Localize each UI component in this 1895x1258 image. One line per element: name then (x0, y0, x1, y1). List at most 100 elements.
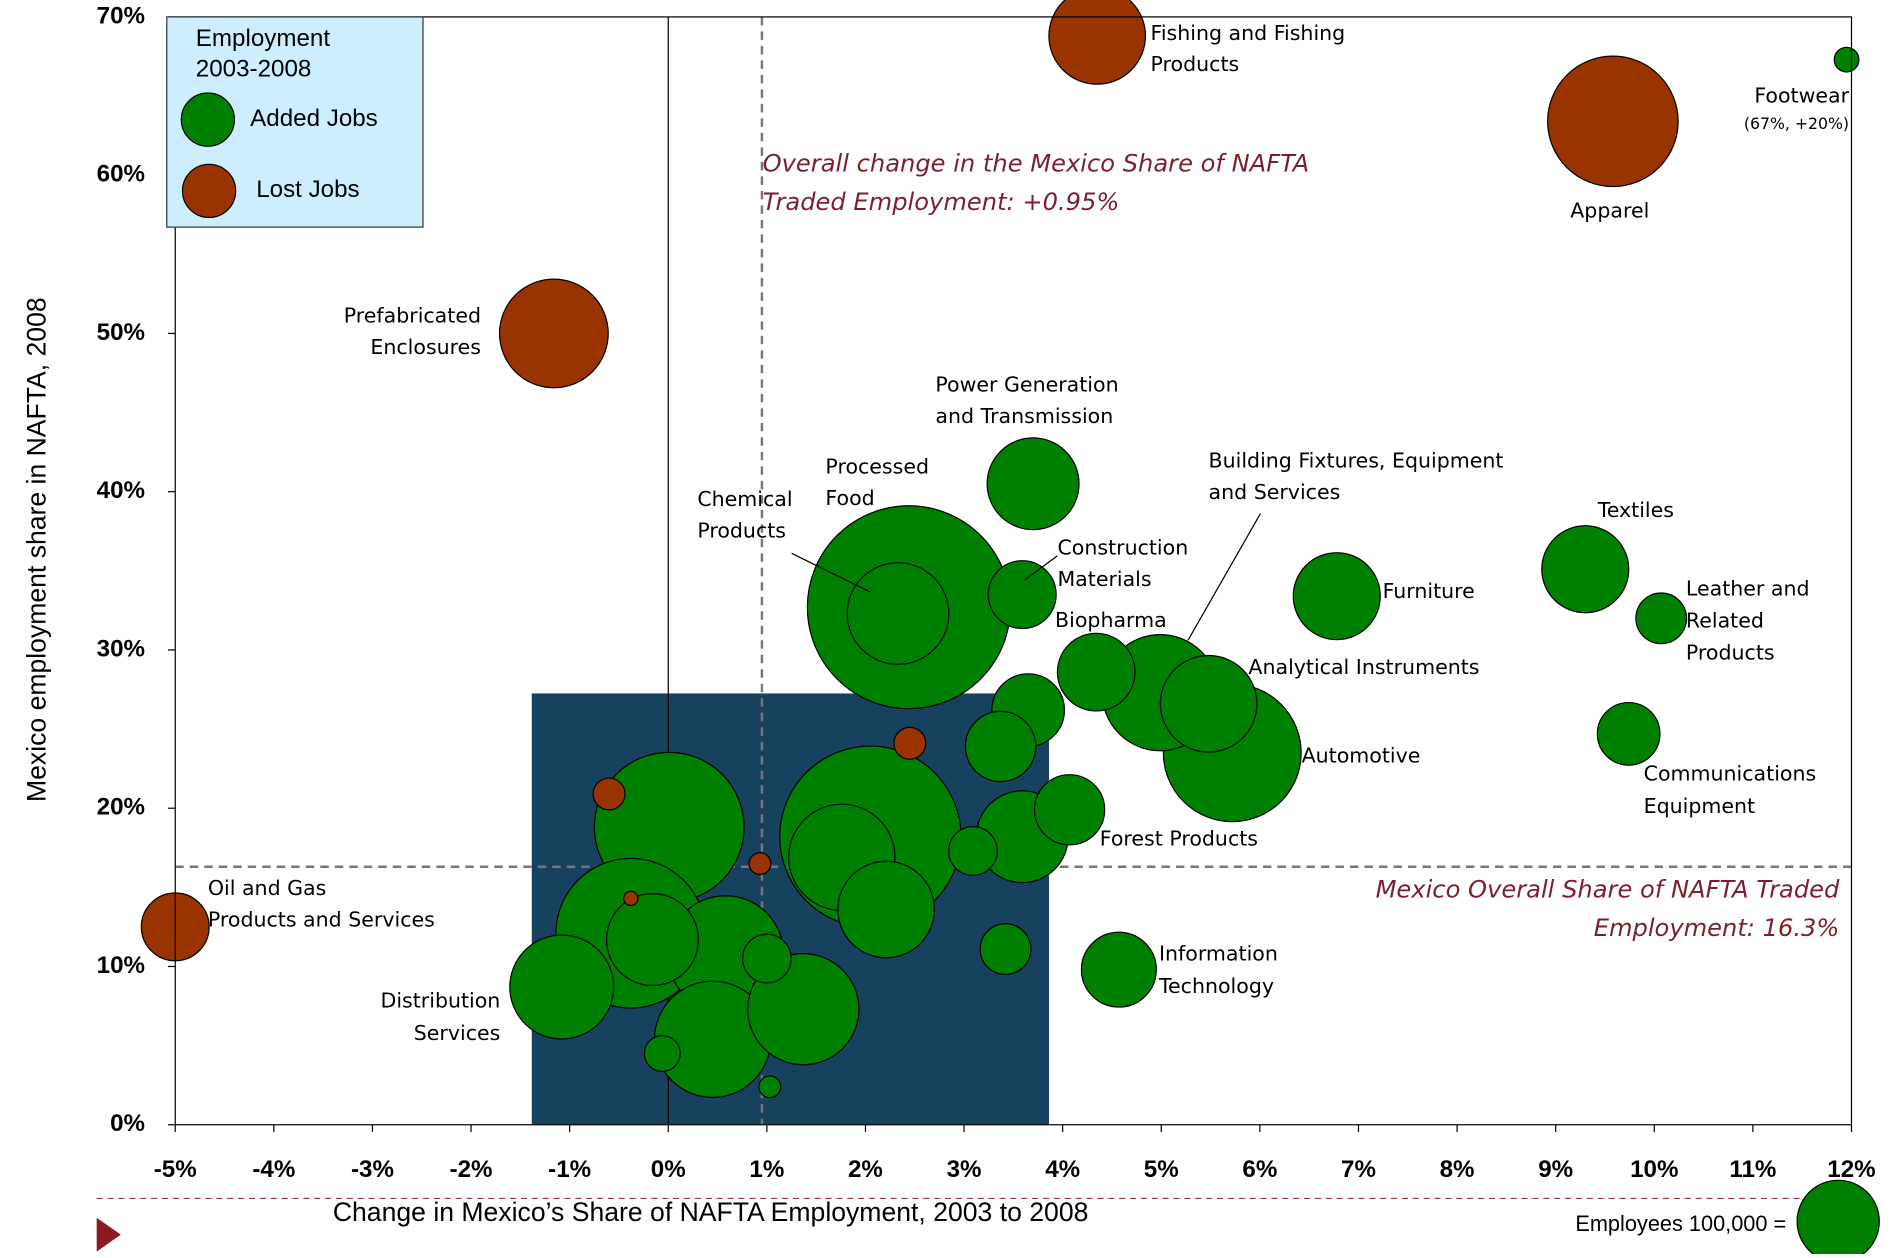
bubble-label: and Services (1209, 480, 1341, 504)
bubble (1833, 46, 1860, 73)
y-axis-title: Mexico employment share in NAFTA, 2008 (22, 297, 52, 802)
bubble (741, 933, 792, 984)
y-tick-label: 10% (97, 952, 145, 979)
bubble (1635, 592, 1688, 645)
bubble-label: Communications (1644, 761, 1817, 785)
bubble-label: Processed (825, 455, 929, 479)
y-tick-label: 20% (97, 794, 145, 821)
plot-frame (174, 16, 1853, 1126)
bubble (758, 1075, 782, 1099)
bubble-label: Textiles (1597, 498, 1674, 522)
annotation: Overall change in the Mexico Share of NA… (763, 149, 1310, 177)
bubble (605, 893, 700, 987)
bubble-label: Distribution (381, 989, 501, 1013)
legend: Employment 2003-2008 Added Jobs Lost Job… (166, 16, 424, 228)
x-tick-label: 12% (1827, 1156, 1875, 1183)
x-tick-label: 7% (1341, 1156, 1376, 1183)
bubble (893, 726, 927, 760)
bubble (1547, 55, 1679, 188)
bubble (592, 777, 626, 811)
bubble-label: Apparel (1570, 198, 1649, 222)
leader-line (1187, 513, 1262, 641)
x-tick-label: 2% (848, 1156, 883, 1183)
y-tick-label: 30% (97, 635, 145, 662)
bubble-label: Biopharma (1055, 608, 1167, 632)
bubble (964, 710, 1037, 783)
x-tick-label: 8% (1440, 1156, 1475, 1183)
x-tick-label: 0% (651, 1156, 686, 1183)
bubble (748, 852, 772, 876)
bubble (509, 934, 615, 1040)
legend-swatch (181, 163, 237, 219)
bubble-label: Analytical Instruments (1248, 655, 1479, 679)
bubble-label: (67%, +20%) (1744, 114, 1849, 133)
y-tick-label: 50% (97, 319, 145, 346)
x-tick-label: 11% (1729, 1156, 1776, 1183)
bubble-label: Leather and (1686, 577, 1810, 601)
legend-label: Lost Jobs (256, 176, 359, 203)
size-legend-label: Employees 100,000 = (1575, 1211, 1786, 1236)
bubble-label: Furniture (1383, 579, 1475, 603)
bubble-label: Products (1151, 52, 1240, 76)
x-tick-label: 5% (1144, 1156, 1179, 1183)
bubble-label: Construction (1057, 535, 1188, 559)
bubble (986, 437, 1080, 531)
bubble-label: Enclosures (370, 335, 481, 359)
bubble-label: Food (825, 486, 874, 510)
x-tick-label: 9% (1538, 1156, 1573, 1183)
bubble (1033, 774, 1106, 846)
bubble-label: Footwear (1754, 84, 1849, 108)
x-tick-label: 1% (749, 1156, 784, 1183)
bubble-label: Products (697, 519, 786, 543)
bubble-label: Materials (1057, 567, 1151, 591)
bubble-label: Products (1686, 641, 1775, 665)
bubble-label: Automotive (1302, 743, 1421, 767)
legend-label: Added Jobs (250, 105, 378, 132)
bubble-label: Building Fixtures, Equipment (1209, 448, 1504, 472)
legend-title: 2003-2008 (196, 55, 312, 82)
bubble-label: Forest Products (1100, 827, 1258, 851)
size-legend-bubble (1796, 1179, 1880, 1258)
leader-line (791, 552, 871, 593)
annotation: Employment: 16.3% (1594, 914, 1840, 942)
bubble-label: Products and Services (208, 908, 435, 932)
bubble-label: Oil and Gas (208, 876, 326, 900)
x-tick-label: 6% (1242, 1156, 1277, 1183)
bubble-label: Equipment (1644, 794, 1755, 818)
bubble-label: Related (1686, 609, 1764, 633)
y-tick-label: 60% (97, 161, 145, 188)
x-tick-label: -2% (450, 1156, 493, 1183)
bubble (1056, 632, 1136, 712)
x-tick-label: -1% (548, 1156, 591, 1183)
bubble-label: Information (1159, 941, 1278, 965)
bubble (846, 562, 950, 665)
bubble (1541, 525, 1630, 614)
bubble-label: Prefabricated (344, 304, 481, 328)
y-tick-label: 40% (97, 477, 145, 504)
bubble (948, 826, 998, 876)
x-tick-label: 10% (1630, 1156, 1678, 1183)
annotation: Traded Employment: +0.95% (763, 188, 1120, 216)
footer-arrow (96, 1217, 121, 1252)
bubble (1159, 654, 1258, 753)
bubble (498, 278, 609, 389)
y-tick-label: 70% (97, 2, 145, 29)
x-axis-title: Change in Mexico’s Share of NAFTA Employ… (333, 1197, 1089, 1227)
annotation: Mexico Overall Share of NAFTA Traded (1376, 875, 1840, 903)
bubble-label: Power Generation (935, 372, 1118, 396)
bubble-label: Services (414, 1021, 501, 1045)
bubble-label: and Transmission (935, 404, 1113, 428)
x-tick-label: -3% (351, 1156, 394, 1183)
legend-swatch (180, 92, 236, 147)
x-tick-label: -5% (154, 1156, 197, 1183)
leader-line (1024, 555, 1058, 581)
bubble (979, 923, 1032, 975)
x-tick-label: 3% (947, 1156, 982, 1183)
bubble-label: Technology (1158, 974, 1274, 998)
bubble (837, 860, 936, 959)
legend-title: Employment (196, 25, 331, 52)
bubble (987, 560, 1057, 630)
bubble (623, 890, 639, 907)
bubble (1596, 701, 1661, 766)
